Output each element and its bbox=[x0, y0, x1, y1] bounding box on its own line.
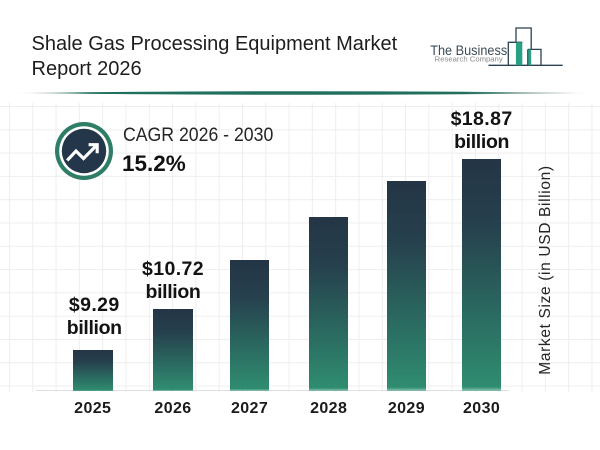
svg-text:Research Company: Research Company bbox=[435, 55, 503, 64]
svg-text:The Business: The Business bbox=[430, 42, 507, 58]
